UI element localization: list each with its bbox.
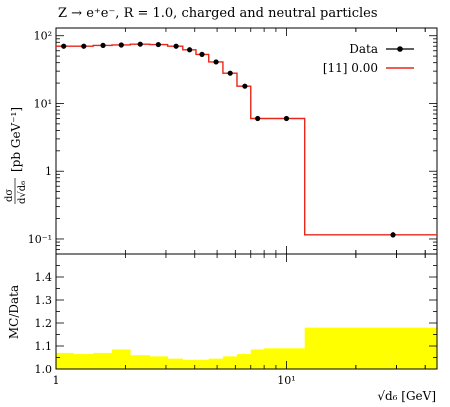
y-tick-label: 10¹ (34, 97, 52, 110)
x-axis-label: √d₆ [GeV] (377, 389, 436, 403)
ratio-band-bin (56, 352, 74, 369)
ratio-band (56, 327, 438, 369)
y-axis-label-denominator: d√d₆ (17, 181, 28, 204)
legend-marker-data-point (397, 46, 403, 52)
ratio-band-bin (236, 354, 252, 369)
ratio-band-bin (73, 354, 94, 369)
data-point (173, 43, 179, 49)
ratio-band-bin (264, 348, 306, 369)
data-point (242, 83, 248, 89)
y-tick-label: 10² (34, 30, 52, 43)
legend-label-model: [11] 0.00 (323, 61, 378, 75)
data-point (283, 115, 290, 122)
ratio-band-bin (208, 358, 224, 369)
ratio-y-tick-label: 1.2 (35, 317, 53, 330)
ratio-y-tick-label: 1.3 (35, 294, 53, 307)
ratio-band-bin (149, 356, 168, 369)
ratio-panel: 1.0 1.1 1.2 1.3 1.4 1 10¹ (35, 253, 438, 387)
chart-title: Z → e⁺e⁻, R = 1.0, charged and neutral p… (58, 6, 378, 21)
main-tick-labels: 10² 10¹ 1 10⁻¹ (28, 30, 52, 246)
data-point (100, 42, 106, 48)
y-axis-label-numerator: dσ (4, 189, 15, 202)
ratio-tick-labels: 1.0 1.1 1.2 1.3 1.4 (35, 271, 53, 376)
y-axis-label-units: [pb GeV⁻¹] (9, 107, 23, 172)
data-point (187, 47, 193, 53)
ratio-band-bin (222, 356, 238, 369)
data-point (227, 70, 233, 76)
data-point (61, 43, 67, 49)
ratio-band-bin (130, 355, 150, 369)
main-ticks (55, 28, 437, 255)
data-point (390, 232, 396, 238)
legend: Data [11] 0.00 (323, 42, 414, 75)
y-tick-label: 1 (45, 165, 52, 178)
data-point (199, 51, 205, 57)
ratio-y-tick-label: 1.0 (35, 363, 53, 376)
data-point (81, 43, 87, 49)
ratio-ticks (55, 253, 437, 370)
ratio-y-tick-label: 1.1 (35, 340, 53, 353)
ratio-band-bin (182, 359, 197, 369)
data-point (213, 59, 219, 65)
y-axis-label: dσ d√d₆ [pb GeV⁻¹] (4, 107, 28, 204)
ratio-band-bin (93, 352, 113, 369)
y-tick-label: 10⁻¹ (28, 233, 52, 246)
ratio-y-axis-label: MC/Data (7, 285, 21, 339)
data-point (155, 41, 161, 48)
model-step-line (56, 43, 437, 236)
ratio-y-tick-label: 1.4 (35, 271, 53, 284)
x-tick-label: 10¹ (277, 374, 295, 387)
main-plot-frame (55, 27, 438, 255)
ratio-band-bin (167, 358, 184, 369)
main-series (56, 41, 437, 238)
data-point (255, 115, 261, 122)
ratio-band-bin (195, 359, 210, 369)
x-tick-labels: 1 10¹ (53, 374, 296, 387)
data-point (118, 42, 124, 48)
data-point (137, 41, 143, 47)
ratio-band-bin (112, 349, 131, 369)
ratio-band-bin (250, 349, 265, 369)
legend-label-data: Data (349, 42, 378, 56)
ratio-band-bin (304, 327, 438, 369)
x-tick-label: 1 (53, 374, 60, 387)
